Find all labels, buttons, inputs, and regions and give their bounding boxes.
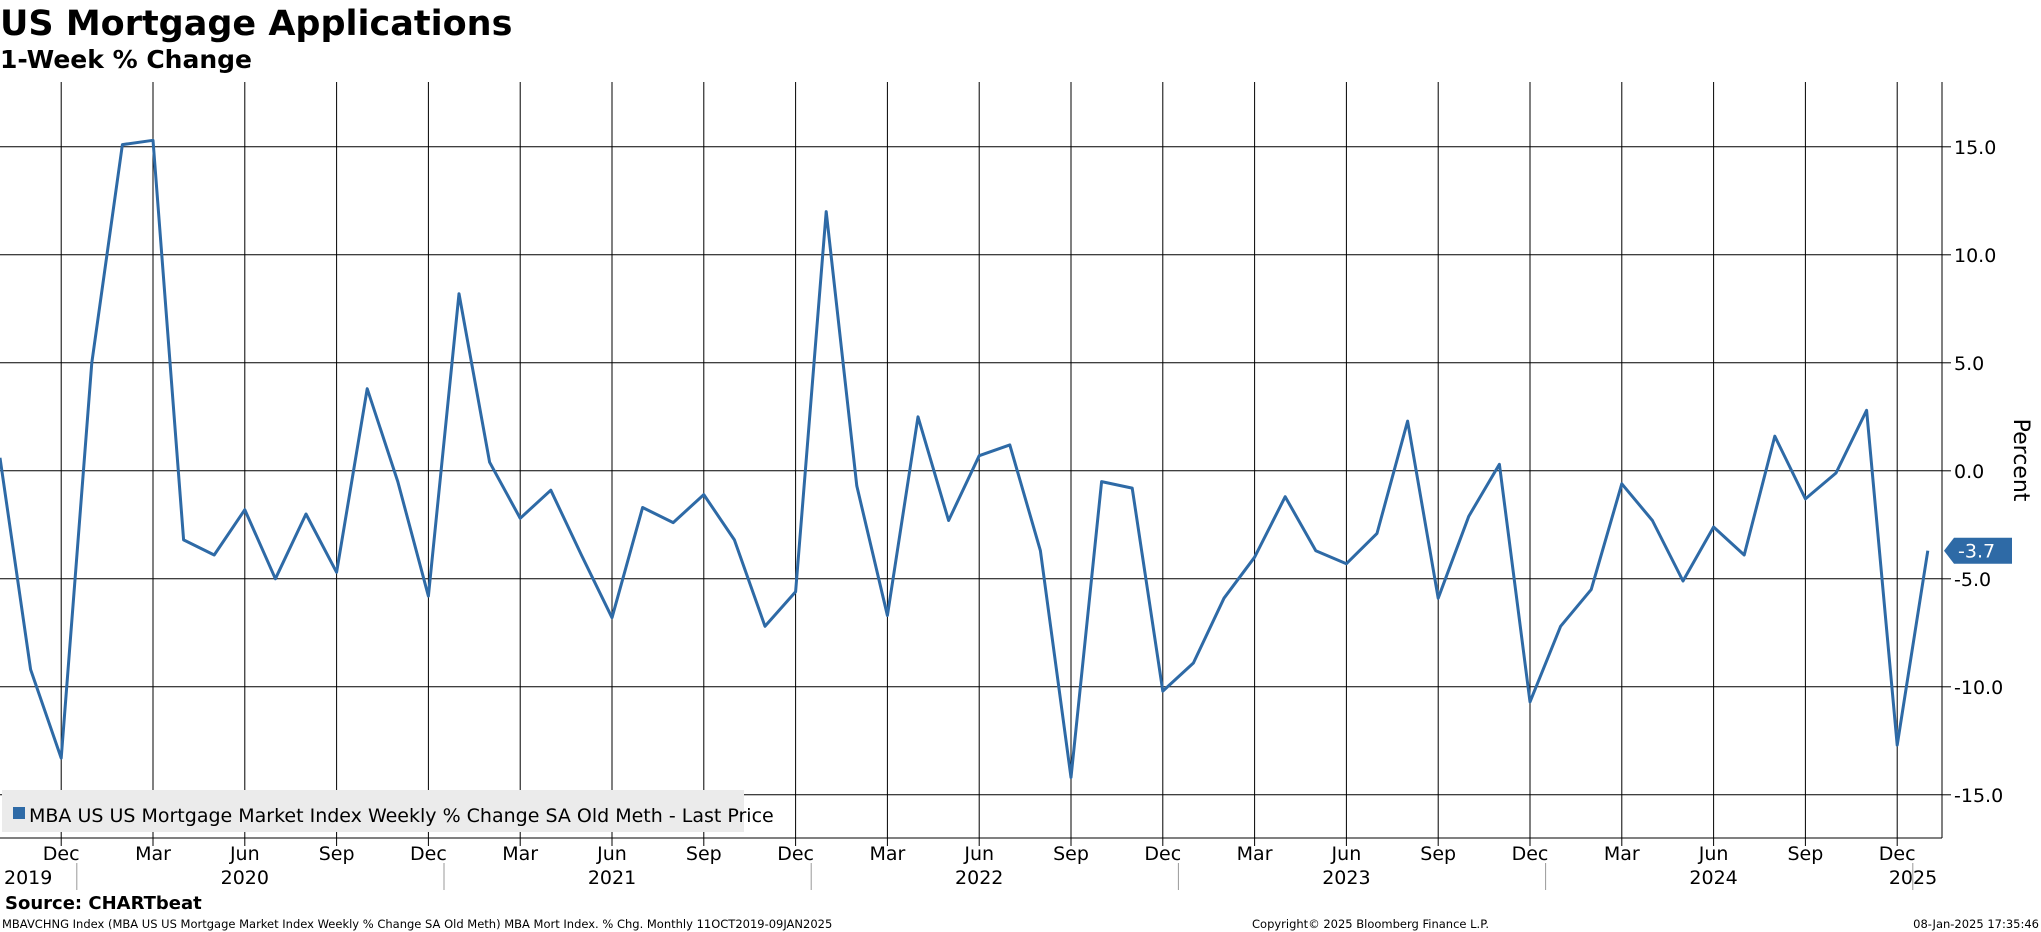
x-tick-label: Sep: [319, 843, 355, 865]
chart-title: US Mortgage Applications: [0, 4, 512, 44]
footer-copyright: Copyright© 2025 Bloomberg Finance L.P.: [1252, 917, 1489, 931]
last-value-marker: -3.7: [1944, 537, 2012, 564]
chart-subtitle: 1-Week % Change: [0, 45, 252, 74]
x-tick-label: Mar: [502, 843, 538, 865]
series-layer: [0, 138, 1930, 779]
x-year-label: 2025: [1889, 867, 1937, 889]
x-year-label: 2019: [4, 867, 52, 889]
y-tick-label: 10.0: [1954, 245, 1996, 267]
x-year-label: 2020: [221, 867, 269, 889]
x-tick-label: Jun: [1331, 843, 1362, 865]
axes: 15.0 10.0 5.0 0.0 -5.0 -10.0 -15.0 Percent Dec Ma…: [0, 82, 2033, 890]
x-tick-label: Sep: [686, 843, 722, 865]
legend-background: [2, 790, 744, 832]
x-tick-label: Dec: [777, 843, 814, 865]
last-value-badge: [1944, 537, 2012, 564]
y-tick-label: 5.0: [1954, 353, 1984, 375]
x-tick-label: Sep: [1787, 843, 1823, 865]
y-tick-label: 0.0: [1954, 461, 1984, 483]
x-tick-label: Sep: [1053, 843, 1089, 865]
x-tick-label: Dec: [43, 843, 80, 865]
x-tick-label: Mar: [869, 843, 905, 865]
y-tick-label: -5.0: [1954, 569, 1991, 591]
x-tick-label: Dec: [1512, 843, 1549, 865]
x-year-label: 2024: [1689, 867, 1737, 889]
series-line: [0, 138, 1930, 779]
x-year-label: 2022: [955, 867, 1003, 889]
last-value-label: -3.7: [1958, 541, 1995, 563]
legend: MBA US US Mortgage Market Index Weekly %…: [2, 790, 774, 832]
x-tick-label: Jun: [963, 843, 994, 865]
footer-timestamp: 08-Jan-2025 17:35:46: [1913, 917, 2039, 931]
x-tick-label: Jun: [1698, 843, 1729, 865]
y-tick-label: -15.0: [1954, 785, 2003, 807]
y-tick-label: -10.0: [1954, 677, 2003, 699]
x-tick-label: Dec: [1144, 843, 1181, 865]
x-tick-label: Mar: [1604, 843, 1640, 865]
x-tick-label: Jun: [229, 843, 260, 865]
y-axis-title: Percent: [2008, 419, 2033, 502]
x-tick-label: Dec: [410, 843, 447, 865]
legend-swatch: [13, 807, 25, 819]
x-tick-label: Mar: [1237, 843, 1273, 865]
x-year-label: 2021: [588, 867, 636, 889]
source-label: Source: CHARTbeat: [5, 893, 202, 914]
x-year-label: 2023: [1322, 867, 1370, 889]
x-tick-label: Dec: [1879, 843, 1916, 865]
x-tick-label: Sep: [1420, 843, 1456, 865]
legend-label: MBA US US Mortgage Market Index Weekly %…: [29, 805, 774, 827]
y-tick-label: 15.0: [1954, 137, 1996, 159]
x-tick-label: Jun: [596, 843, 627, 865]
grid: [0, 82, 1942, 838]
footer-index-info: MBAVCHNG Index (MBA US US Mortgage Marke…: [2, 917, 832, 931]
x-tick-label: Mar: [135, 843, 171, 865]
